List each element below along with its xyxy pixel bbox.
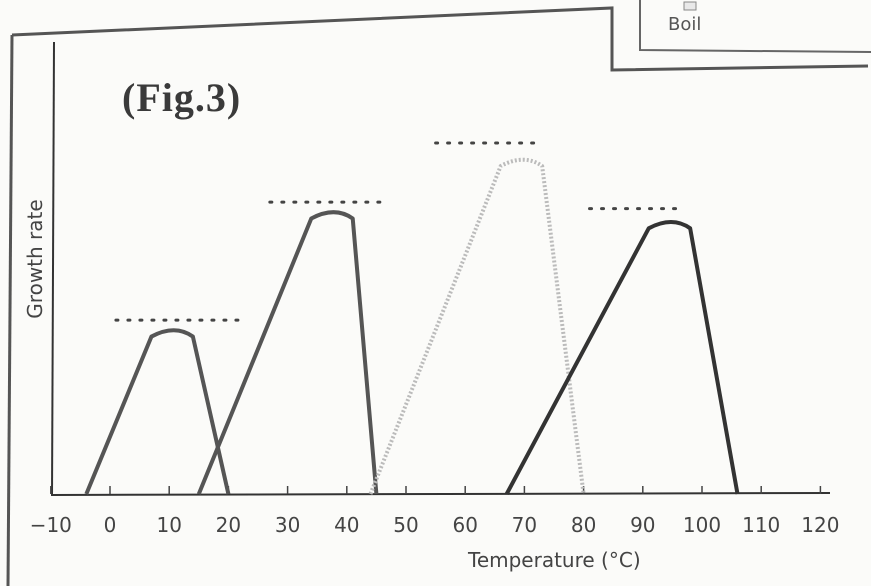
figure-border-left <box>6 34 14 586</box>
x-tick-label: 120 <box>801 513 839 537</box>
figure-label: (Fig.3) <box>122 75 242 120</box>
x-tick-label: 80 <box>571 513 596 537</box>
x-axis <box>51 492 831 496</box>
growth-curve-1 <box>84 328 231 495</box>
x-tick-label: 40 <box>334 513 359 537</box>
growth-curves <box>84 157 740 495</box>
growth-curve-2 <box>196 210 379 495</box>
x-tick-label: 10 <box>156 513 181 537</box>
legend-swatch <box>683 1 697 11</box>
y-axis-label: Growth rate <box>23 199 47 319</box>
x-tick-label: 70 <box>512 513 537 537</box>
x-tick-label: 100 <box>683 513 721 537</box>
x-tick-label: 20 <box>216 513 241 537</box>
legend-label: Boil <box>668 14 702 35</box>
x-tick-label: 0 <box>104 513 117 537</box>
x-axis-label: Temperature (°C) <box>468 548 641 572</box>
x-tick-labels: −10 0 10 20 30 40 50 60 70 80 90 100 110 120 <box>30 513 840 537</box>
x-tick-label: −10 <box>30 513 72 537</box>
x-tick-label: 90 <box>630 513 655 537</box>
y-axis <box>51 41 55 497</box>
x-tick-label: 50 <box>393 513 418 537</box>
x-tick-label: 110 <box>742 513 780 537</box>
growth-curve-4 <box>504 220 740 495</box>
dotted-markers <box>114 141 680 322</box>
x-tick-label: 30 <box>275 513 300 537</box>
growth-curve-3 <box>368 157 586 495</box>
legend-box <box>639 0 871 53</box>
x-tick-label: 60 <box>452 513 477 537</box>
figure-border <box>11 6 869 72</box>
